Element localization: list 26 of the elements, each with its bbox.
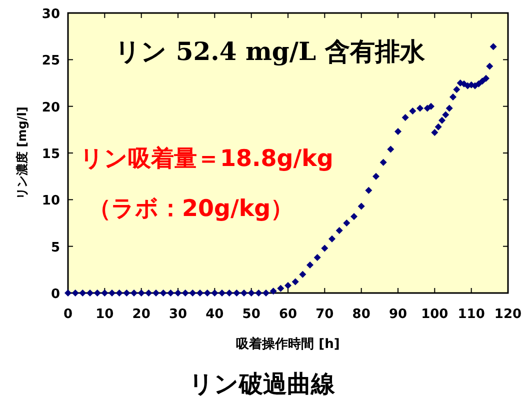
x-tick-label: 40 (206, 307, 224, 322)
y-tick-label: 20 (42, 100, 60, 116)
x-tick-label: 100 (421, 307, 448, 322)
x-tick-label: 90 (388, 307, 408, 322)
x-tick-label: 30 (168, 307, 188, 322)
y-axis-title: リン濃度 [mg/l] (15, 106, 29, 200)
y-tick-label: 30 (42, 7, 60, 22)
annotation: リン吸着量＝18.8g/kg (80, 145, 334, 172)
y-tick-label: 0 (50, 287, 60, 302)
annotation: リン 52.4 mg/L 含有排水 (115, 37, 426, 66)
x-tick-label: 120 (494, 307, 522, 322)
x-tick-label: 0 (63, 307, 73, 322)
x-tick-label: 50 (242, 307, 260, 322)
y-tick-label: 25 (42, 54, 60, 69)
x-axis-title: 吸着操作時間 [h] (236, 336, 340, 352)
x-tick-label: 80 (352, 307, 370, 322)
x-tick-label: 70 (316, 307, 334, 322)
x-tick-label: 20 (132, 307, 150, 322)
text: リン破過曲線 (189, 370, 336, 398)
x-tick-label: 110 (458, 307, 485, 322)
annotation: （ラボ：20g/kg） (88, 196, 294, 222)
y-tick-label: 10 (42, 194, 60, 209)
x-tick-label: 10 (96, 307, 114, 322)
x-tick-label: 60 (278, 307, 298, 322)
y-tick-label: 15 (42, 147, 60, 162)
y-tick-label: 5 (50, 240, 60, 256)
